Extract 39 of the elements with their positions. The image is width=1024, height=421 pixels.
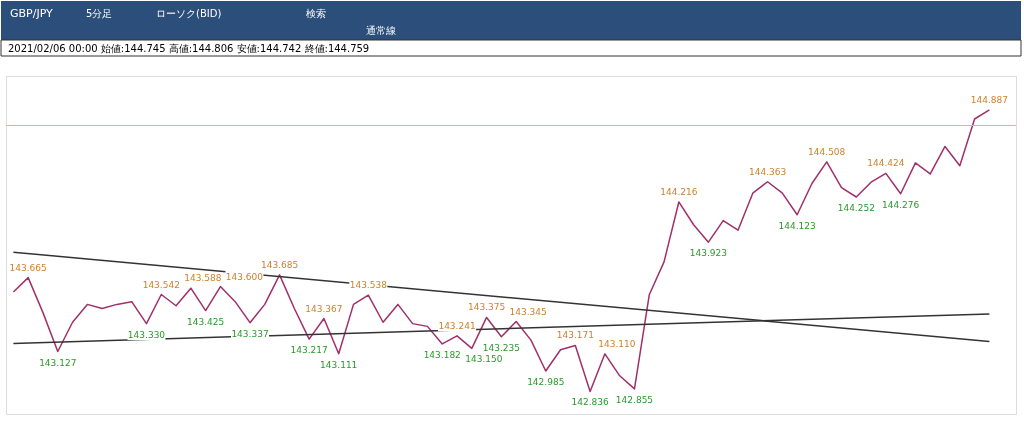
data-label: 144.887: [970, 94, 1008, 105]
text: ローソク(BID): [156, 8, 222, 19]
data-label: 144.508: [808, 146, 846, 157]
text: 5分足: [86, 8, 113, 19]
text: 検索: [306, 8, 326, 19]
data-label: 143.685: [260, 259, 299, 270]
data-label: 144.123: [778, 220, 816, 231]
data-label: 144.424: [867, 158, 905, 169]
data-label: 142.855: [615, 394, 654, 405]
data-label: 143.171: [556, 330, 594, 341]
data-label: 143.538: [349, 280, 388, 291]
data-label: 143.127: [39, 357, 77, 368]
data-label: 143.425: [187, 316, 225, 327]
data-label: 143.375: [467, 302, 506, 313]
data-label: 143.241: [438, 320, 476, 331]
data-label: 144.252: [837, 203, 875, 214]
data-label: 142.836: [571, 397, 609, 408]
data-label: 144.216: [660, 186, 698, 197]
data-label: 144.276: [882, 199, 920, 210]
data-label: 143.345: [509, 306, 547, 317]
text: 2021/02/06 00:00 始値:144.745 高値:144.806 安値:144.742 終値:144.759: [8, 43, 370, 54]
data-label: 143.600: [225, 271, 264, 282]
data-label: 144.363: [748, 166, 787, 177]
data-label: 143.235: [482, 342, 520, 353]
data-label: 143.665: [9, 262, 47, 273]
data-label: 143.110: [598, 338, 636, 349]
data-label: 143.542: [142, 279, 180, 290]
chart-title: GBP/JPY: [10, 7, 54, 20]
data-label: 143.111: [320, 359, 358, 370]
text: 通常線: [366, 25, 396, 36]
data-label: 143.150: [465, 354, 503, 365]
data-label: 142.985: [527, 377, 565, 387]
data-label: 143.337: [231, 328, 269, 339]
data-label: 143.182: [423, 349, 461, 360]
data-label: 143.588: [184, 273, 222, 284]
data-label: 143.330: [127, 329, 166, 340]
data-label: 143.217: [290, 345, 328, 356]
data-label: 143.367: [305, 303, 343, 314]
data-label: 143.923: [689, 248, 728, 259]
